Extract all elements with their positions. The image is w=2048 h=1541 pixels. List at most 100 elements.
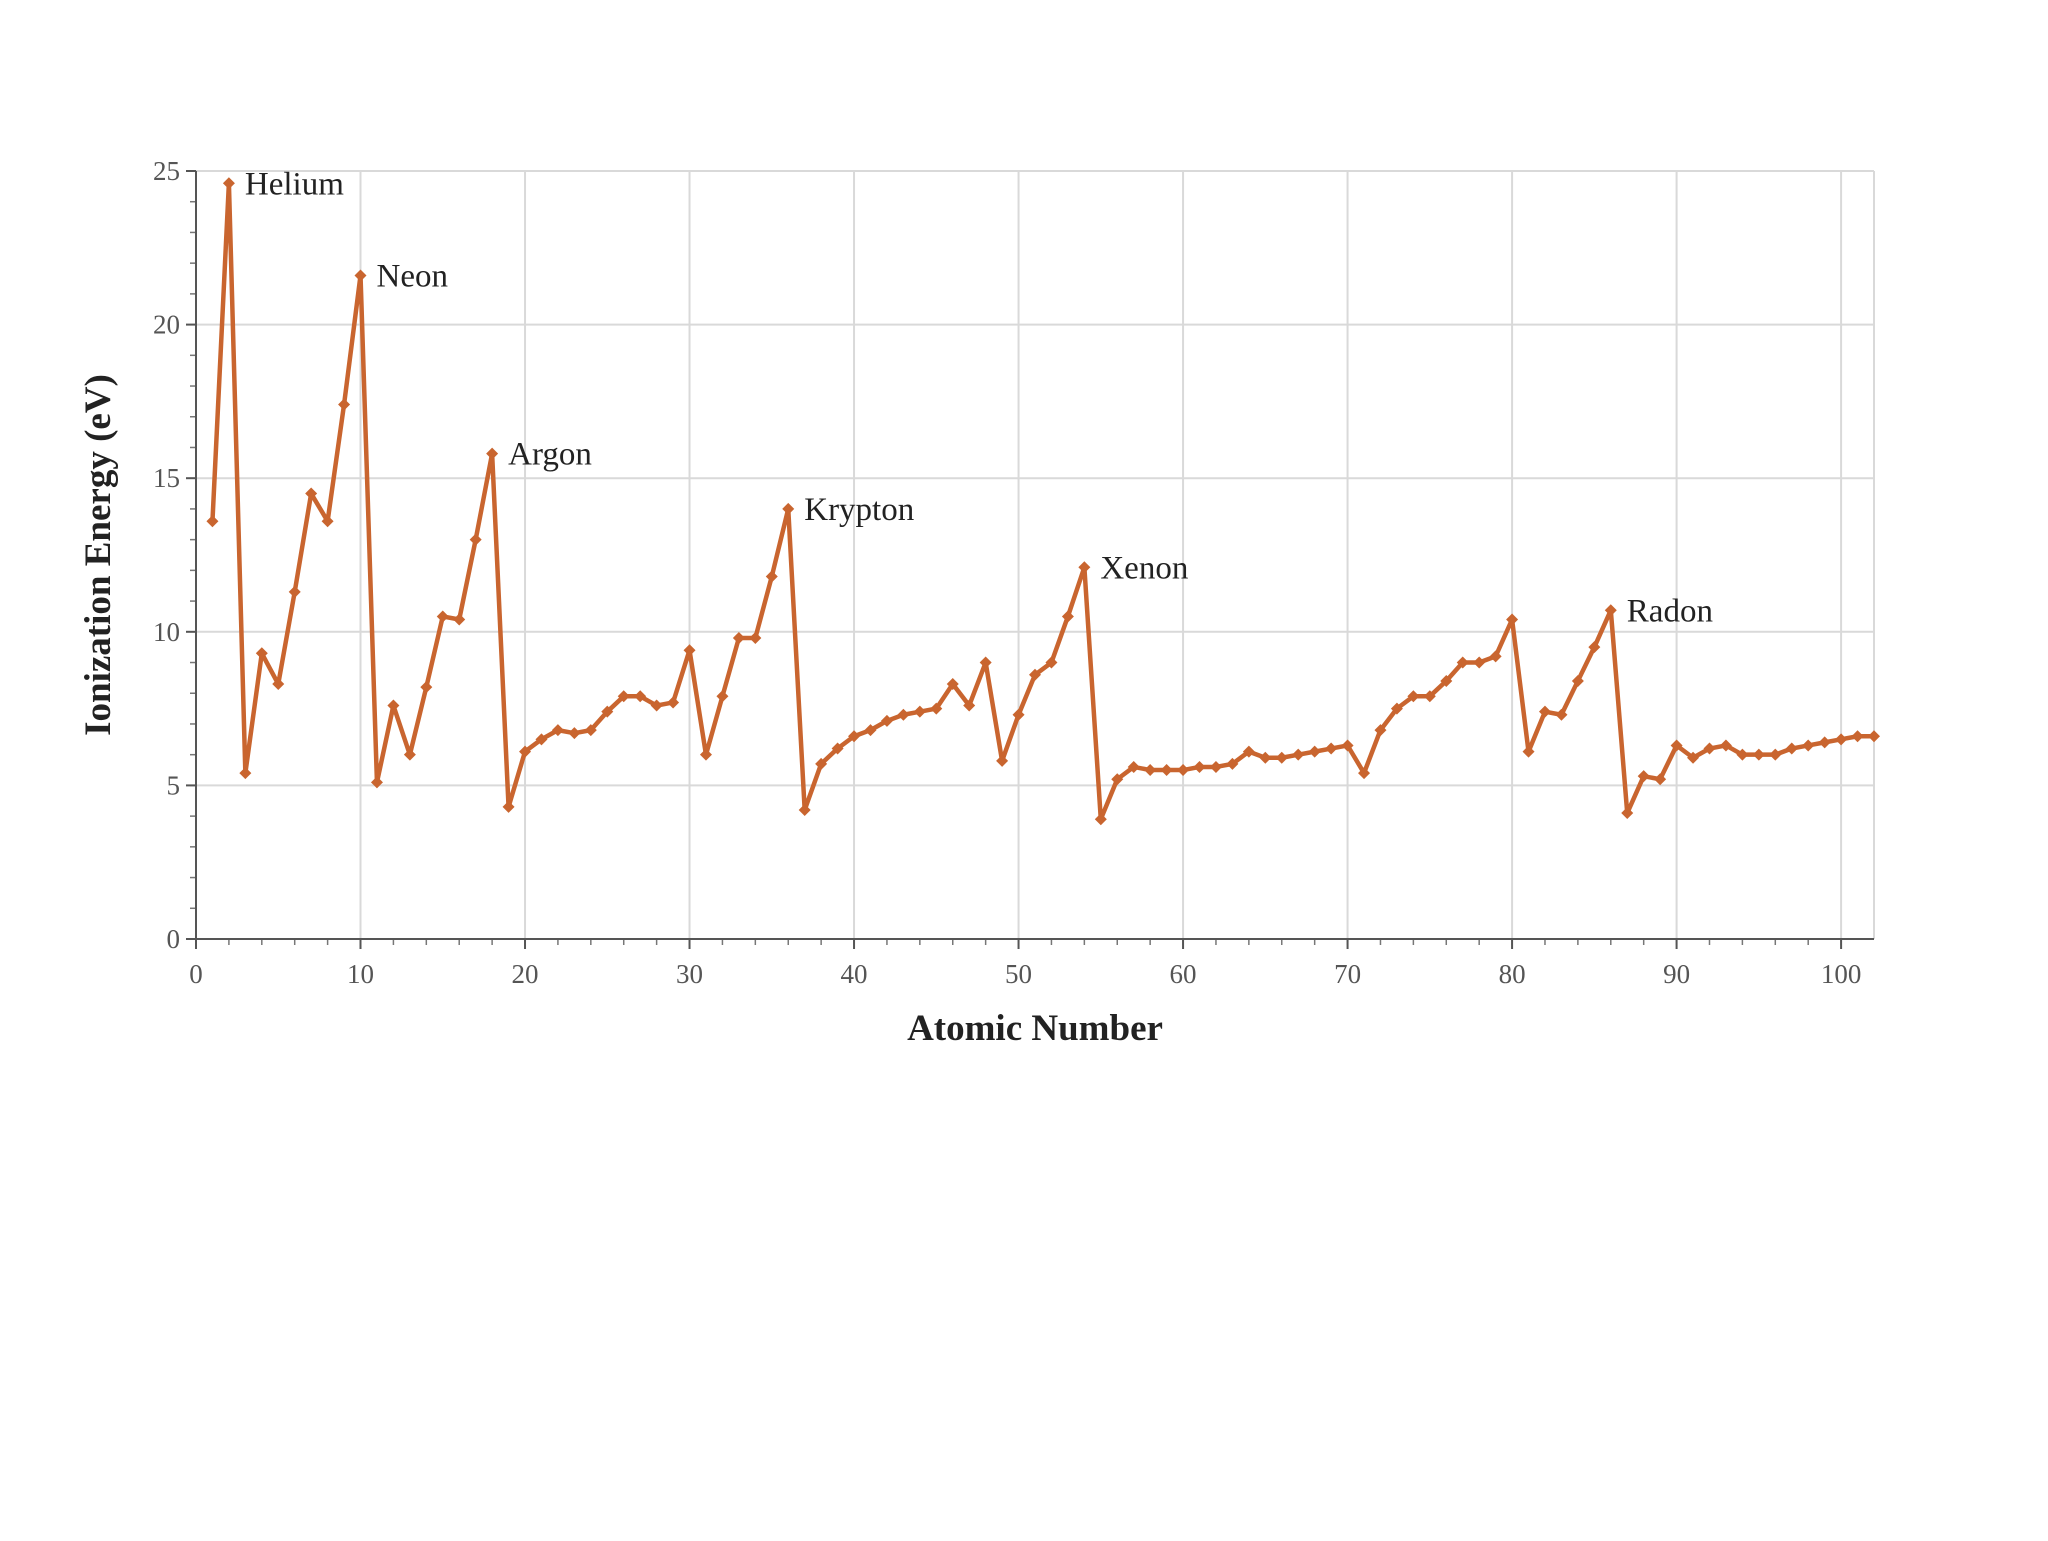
data-point bbox=[1242, 745, 1255, 758]
data-point bbox=[1687, 751, 1700, 764]
data-point bbox=[634, 690, 647, 703]
x-axis-title: Atomic Number bbox=[907, 1008, 1163, 1049]
data-point bbox=[683, 644, 696, 657]
data-point bbox=[716, 690, 729, 703]
data-point bbox=[1423, 690, 1436, 703]
data-point bbox=[880, 714, 893, 727]
data-point bbox=[1752, 748, 1765, 761]
data-point bbox=[1736, 748, 1749, 761]
data-point bbox=[239, 767, 252, 780]
data-point bbox=[1292, 748, 1305, 761]
data-point bbox=[486, 447, 499, 460]
data-point bbox=[338, 398, 351, 411]
annotations: Helium Neon Argon Krypton Xenon Radon bbox=[245, 166, 1713, 629]
data-point bbox=[1835, 733, 1848, 746]
data-point bbox=[321, 515, 334, 528]
data-point bbox=[699, 748, 712, 761]
data-point bbox=[1160, 764, 1173, 777]
data-point bbox=[255, 647, 268, 660]
annotation-label: Radon bbox=[1627, 593, 1713, 629]
data-point bbox=[1144, 764, 1157, 777]
data-point bbox=[1012, 708, 1025, 721]
data-point bbox=[535, 733, 548, 746]
annotation-label: Xenon bbox=[1100, 550, 1188, 586]
data-point bbox=[387, 699, 400, 712]
data-point bbox=[1061, 610, 1074, 623]
y-tick-label: 20 bbox=[153, 310, 180, 340]
x-tick-label: 70 bbox=[1334, 959, 1361, 989]
x-tick-label: 60 bbox=[1170, 959, 1197, 989]
data-point bbox=[732, 631, 745, 644]
data-point bbox=[1111, 773, 1124, 786]
data-point bbox=[1325, 742, 1338, 755]
data-point bbox=[1275, 751, 1288, 764]
data-point bbox=[1851, 730, 1864, 743]
data-point bbox=[1390, 702, 1403, 715]
data-point bbox=[1127, 760, 1140, 773]
data-point bbox=[782, 502, 795, 515]
data-point bbox=[1769, 748, 1782, 761]
data-point bbox=[1094, 813, 1107, 826]
data-point bbox=[1703, 742, 1716, 755]
x-tick-label: 20 bbox=[512, 959, 539, 989]
data-point bbox=[1522, 745, 1535, 758]
data-point bbox=[1571, 674, 1584, 687]
data-point bbox=[436, 610, 449, 623]
y-tick-label: 10 bbox=[153, 617, 180, 647]
axes bbox=[195, 171, 1874, 940]
annotation-label: Krypton bbox=[804, 492, 914, 528]
data-point bbox=[930, 702, 943, 715]
data-point bbox=[1588, 641, 1601, 654]
data-point bbox=[222, 177, 235, 190]
data-point bbox=[1654, 773, 1667, 786]
data-point bbox=[946, 678, 959, 691]
data-point bbox=[831, 742, 844, 755]
data-point bbox=[420, 681, 433, 694]
data-point bbox=[1473, 656, 1486, 669]
y-tick-label: 25 bbox=[153, 156, 180, 186]
data-point bbox=[206, 515, 219, 528]
data-point bbox=[1374, 724, 1387, 737]
data-point bbox=[798, 803, 811, 816]
data-point bbox=[502, 800, 515, 813]
data-point bbox=[1029, 668, 1041, 681]
data-point bbox=[1489, 650, 1502, 663]
y-tick-label: 5 bbox=[167, 770, 181, 800]
data-point bbox=[1604, 604, 1617, 617]
data-point bbox=[864, 724, 877, 737]
data-point bbox=[601, 705, 614, 718]
data-point bbox=[848, 730, 861, 743]
y-axis-title: Ionization Energy (eV) bbox=[78, 374, 119, 736]
data-point bbox=[1621, 807, 1634, 820]
x-tick-label: 40 bbox=[841, 959, 868, 989]
x-tick-label: 0 bbox=[189, 959, 203, 989]
data-point bbox=[979, 656, 992, 669]
x-tick-label: 10 bbox=[347, 959, 374, 989]
data-point bbox=[453, 613, 466, 626]
data-point bbox=[403, 748, 416, 761]
data-point bbox=[617, 690, 630, 703]
data-point bbox=[1440, 674, 1453, 687]
data-point bbox=[1193, 760, 1206, 773]
data-point bbox=[1719, 739, 1732, 752]
data-point bbox=[1259, 751, 1272, 764]
data-point bbox=[551, 724, 564, 737]
y-tick-labels: 0 5 10 15 20 25 bbox=[153, 156, 180, 954]
data-point bbox=[1538, 705, 1551, 718]
data-point bbox=[1818, 736, 1831, 749]
data-point bbox=[1341, 739, 1354, 752]
data-point bbox=[650, 699, 663, 712]
data-point bbox=[1868, 730, 1880, 743]
data-point bbox=[1456, 656, 1469, 669]
data-point bbox=[354, 269, 367, 282]
data-point bbox=[749, 631, 762, 644]
y-tick-label: 15 bbox=[153, 463, 180, 493]
data-point bbox=[1407, 690, 1420, 703]
data-point bbox=[1802, 739, 1815, 752]
data-point bbox=[1209, 760, 1222, 773]
data-point bbox=[913, 705, 926, 718]
x-tick-label: 30 bbox=[676, 959, 703, 989]
x-tick-label: 80 bbox=[1499, 959, 1526, 989]
annotation-label: Helium bbox=[245, 166, 344, 202]
